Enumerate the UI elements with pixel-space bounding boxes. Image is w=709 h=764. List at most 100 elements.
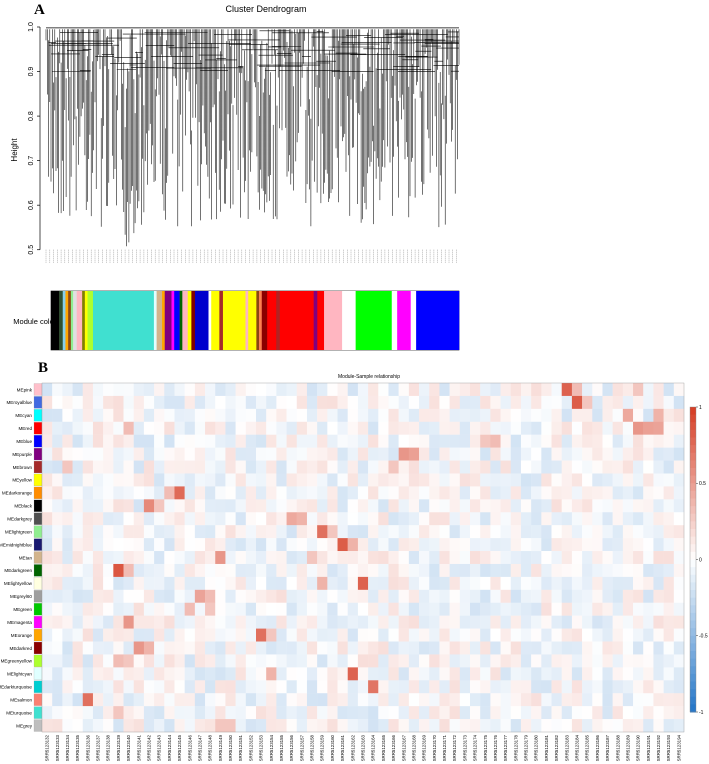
heatmap-cell	[164, 486, 175, 500]
heatmap-cell	[347, 615, 359, 629]
heatmap-cell	[296, 538, 308, 552]
heatmap-cell	[164, 434, 175, 448]
heatmap-cell	[653, 473, 664, 487]
heatmap-cell	[347, 460, 359, 474]
heatmap-cell	[643, 499, 654, 513]
heatmap-cell	[52, 615, 63, 629]
heatmap-cell	[541, 473, 552, 487]
heatmap-cell	[622, 525, 634, 539]
heatmap-cell	[256, 706, 267, 720]
heatmap-cell	[143, 383, 155, 397]
heatmap-cell	[510, 434, 522, 448]
heatmap-cell	[398, 421, 410, 435]
heatmap-cell	[541, 667, 552, 681]
heatmap-cell	[347, 486, 359, 500]
heatmap-cell	[225, 383, 236, 397]
heatmap-cell	[174, 576, 185, 591]
heatmap-cell	[582, 525, 593, 539]
heatmap-cell	[520, 434, 532, 448]
heatmap-cell	[622, 383, 634, 397]
heatmap-cell	[164, 551, 175, 565]
heatmap-cell	[133, 525, 145, 539]
heatmap-cell	[449, 654, 461, 668]
heatmap-cell	[500, 589, 511, 603]
heatmap-cell	[225, 447, 236, 461]
column-label: SRR5123140	[126, 734, 131, 761]
heatmap-cell	[256, 628, 267, 642]
heatmap-cell	[205, 499, 216, 513]
heatmap-cell	[388, 719, 399, 733]
heatmap-cell	[439, 486, 450, 500]
heatmap-cell	[52, 641, 63, 655]
heatmap-cell	[286, 706, 297, 720]
heatmap-cell	[643, 486, 654, 500]
heatmap-cell	[633, 641, 644, 655]
heatmap-cell	[256, 589, 267, 603]
heatmap-cell	[133, 628, 145, 642]
heatmap-cell	[123, 525, 134, 539]
heatmap-cell	[62, 628, 73, 642]
heatmap-cell	[143, 460, 155, 474]
heatmap-cell	[164, 395, 175, 410]
heatmap-cell	[643, 538, 654, 552]
heatmap-cell	[113, 421, 124, 435]
heatmap-cell	[133, 654, 145, 668]
heatmap-cell	[184, 421, 196, 435]
heatmap-cell	[439, 563, 450, 578]
heatmap-cell	[398, 383, 410, 397]
heatmap-cell	[327, 408, 338, 422]
heatmap-cell	[551, 383, 562, 397]
heatmap-cell	[103, 499, 114, 513]
heatmap-cell	[103, 563, 114, 578]
row-color-swatch	[33, 693, 43, 706]
heatmap-cell	[123, 576, 134, 591]
heatmap-cell	[317, 525, 328, 539]
heatmap-cell	[154, 460, 165, 474]
heatmap-cell	[449, 602, 461, 616]
heatmap-cell	[205, 512, 216, 526]
heatmap-cell	[327, 654, 338, 668]
heatmap-cell	[520, 602, 532, 616]
heatmap-cell	[72, 719, 83, 733]
heatmap-cell	[133, 602, 145, 616]
heatmap-cell	[378, 447, 389, 461]
heatmap-cell	[602, 641, 613, 655]
heatmap-cell	[480, 667, 491, 681]
heatmap-cell	[42, 538, 53, 552]
heatmap-cell	[582, 486, 593, 500]
heatmap-cell	[378, 486, 389, 500]
heatmap-cell	[62, 680, 73, 694]
heatmap-cell	[256, 563, 267, 578]
heatmap-cell	[205, 408, 216, 422]
heatmap-cell	[82, 667, 94, 681]
heatmap-cell	[357, 473, 369, 487]
colorbar-step	[690, 483, 696, 492]
heatmap-cell	[82, 706, 94, 720]
column-label: SRR5123186	[595, 734, 600, 761]
dendrogram-title: Cluster Dendrogram	[225, 4, 306, 14]
heatmap-cell	[673, 563, 685, 578]
heatmap-cell	[52, 654, 63, 668]
column-label: SRR5123153	[259, 734, 264, 761]
heatmap-cell	[622, 512, 634, 526]
heatmap-cell	[286, 538, 297, 552]
heatmap-cell	[225, 654, 236, 668]
heatmap-cell	[317, 383, 328, 397]
heatmap-cell	[123, 628, 134, 642]
heatmap-cell	[184, 551, 196, 565]
heatmap-cell	[510, 693, 522, 707]
heatmap-cell	[82, 538, 94, 552]
heatmap-cell	[470, 589, 481, 603]
heatmap-cell	[276, 473, 287, 487]
heatmap-cell	[622, 447, 634, 461]
heatmap-cell	[205, 706, 216, 720]
heatmap-cell	[653, 421, 664, 435]
heatmap-cell	[103, 615, 114, 629]
heatmap-cell	[337, 525, 348, 539]
heatmap-cell	[347, 551, 359, 565]
heatmap-cell	[82, 576, 94, 591]
row-label: MElightcyan	[7, 672, 32, 677]
heatmap-cell	[653, 589, 664, 603]
row-label: MEmagenta	[7, 620, 32, 625]
heatmap-cell	[276, 383, 287, 397]
